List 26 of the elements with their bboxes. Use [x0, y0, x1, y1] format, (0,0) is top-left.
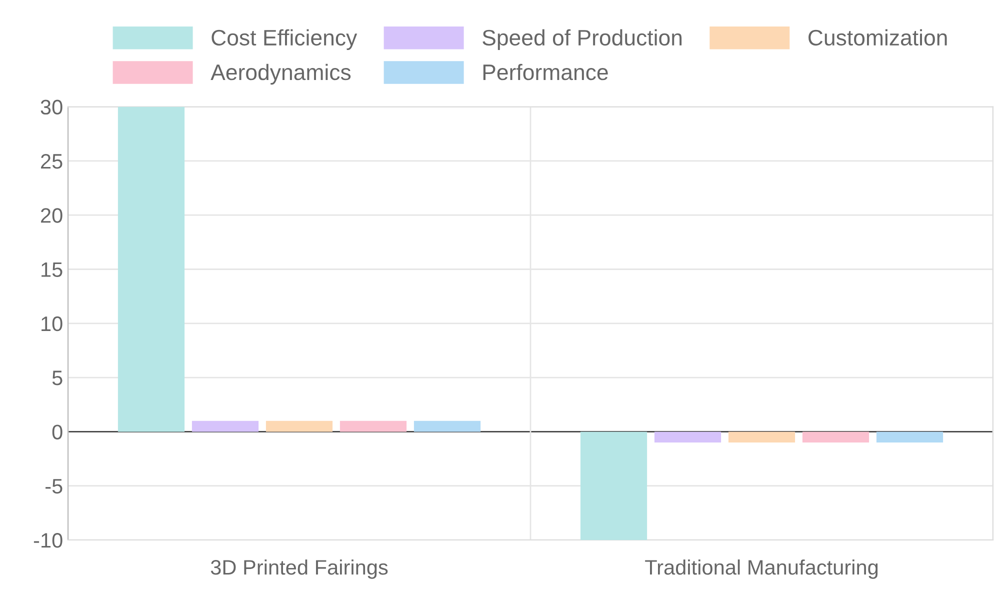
x-tick-label: 3D Printed Fairings — [210, 559, 388, 579]
y-tick-label: 10 — [42, 316, 62, 332]
y-tick-label: 30 — [40, 100, 62, 115]
bar — [414, 420, 481, 432]
bar — [266, 420, 333, 432]
legend-label: Speed of Production — [482, 29, 682, 50]
x-tick-label: Traditional Manufacturing — [645, 559, 878, 579]
y-tick-label: 0 — [52, 424, 62, 440]
bar — [876, 432, 944, 443]
bar — [654, 432, 722, 443]
legend-label: Customization — [808, 29, 947, 46]
y-tick-label: -5 — [46, 479, 62, 494]
bar — [728, 432, 796, 443]
bar — [340, 420, 407, 432]
y-tick-label: 25 — [41, 154, 62, 169]
bar — [580, 432, 648, 540]
y-tick-label: -10 — [34, 533, 62, 548]
y-tick-label: 5 — [52, 370, 62, 386]
y-tick-label: 15 — [42, 262, 62, 278]
legend-label: Aerodynamics — [210, 64, 351, 85]
legend-label: Cost Efficiency — [212, 29, 358, 50]
bar — [118, 106, 185, 432]
y-tick-label: 20 — [41, 208, 62, 223]
legend-label: Performance — [483, 64, 608, 80]
bar — [192, 420, 259, 432]
bar — [802, 432, 870, 443]
